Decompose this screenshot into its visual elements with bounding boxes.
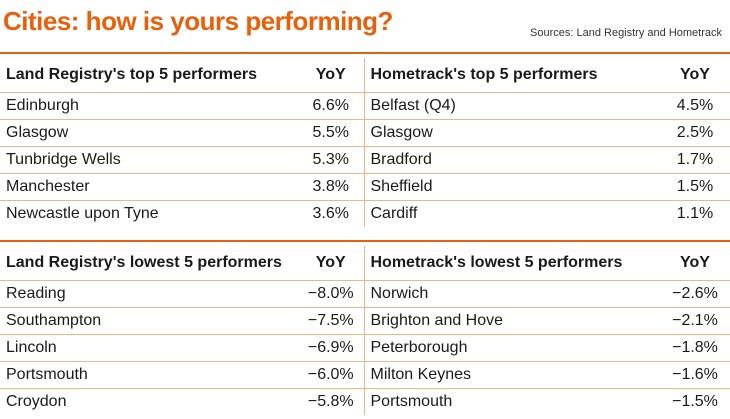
sources-note: Sources: Land Registry and Hometrack <box>530 27 722 39</box>
lr-yoy-value: 5.3% <box>298 146 365 174</box>
table-header-row: Land Registry's top 5 performers YoY Hom… <box>0 58 730 93</box>
ht-yoy-value: 1.7% <box>660 146 730 174</box>
ht-yoy-value: −2.1% <box>660 307 730 335</box>
lr-city: Tunbridge Wells <box>0 146 298 174</box>
lr-city: Manchester <box>0 173 298 201</box>
ht-yoy-value: −1.5% <box>672 393 718 410</box>
ht-yoy-value: 1.1% <box>676 205 714 222</box>
ht-top-header: Hometrack's top 5 performers <box>364 58 660 93</box>
lr-yoy-value: −5.8% <box>298 388 365 415</box>
ht-city: Norwich <box>364 280 660 308</box>
table-row: Croydon −5.8% Portsmouth −1.5% <box>0 388 730 415</box>
ht-yoy-value: 4.5% <box>660 92 730 120</box>
table-header-row: Land Registry's lowest 5 performers YoY … <box>0 246 730 281</box>
ht-yoy-value: −1.8% <box>660 334 730 362</box>
ht-city: Glasgow <box>364 119 660 147</box>
ht-top-yoy-header: YoY <box>660 58 730 93</box>
ht-yoy-value: −1.6% <box>660 361 730 389</box>
section-divider <box>0 240 730 242</box>
lr-yoy-value: −6.9% <box>298 334 365 362</box>
lr-city: Lincoln <box>0 334 298 362</box>
lr-yoy-value: 6.6% <box>298 92 365 120</box>
lr-yoy-value: −7.5% <box>298 307 365 335</box>
ht-city: Peterborough <box>364 334 660 362</box>
ht-city: Belfast (Q4) <box>364 92 660 120</box>
top-performers-table: Land Registry's top 5 performers YoY Hom… <box>0 58 730 227</box>
lr-city: Glasgow <box>0 119 298 147</box>
table-row: Reading −8.0% Norwich −2.6% <box>0 280 730 308</box>
lr-yoy-value: 3.6% <box>298 200 365 227</box>
table-row: Manchester 3.8% Sheffield 1.5% <box>0 173 730 201</box>
table-row: Southampton −7.5% Brighton and Hove −2.1… <box>0 307 730 335</box>
page-title: Cities: how is yours performing? <box>3 6 393 36</box>
ht-city: Portsmouth <box>370 393 453 410</box>
ht-yoy-value: 1.5% <box>660 173 730 201</box>
lr-city: Reading <box>0 280 298 308</box>
ht-city: Bradford <box>364 146 660 174</box>
ht-city: Sheffield <box>364 173 660 201</box>
ht-city: Cardiff <box>370 205 418 222</box>
lr-top-header: Land Registry's top 5 performers <box>0 58 298 93</box>
lr-top-yoy-header: YoY <box>298 58 365 93</box>
ht-city: Milton Keynes <box>364 361 660 389</box>
lr-lowest-yoy-header: YoY <box>298 246 365 281</box>
lr-yoy-value: −8.0% <box>298 280 365 308</box>
lr-lowest-header: Land Registry's lowest 5 performers <box>0 246 298 281</box>
ht-yoy-value: −2.6% <box>660 280 730 308</box>
lr-city: Newcastle upon Tyne <box>6 205 159 222</box>
table-row: Edinburgh 6.6% Belfast (Q4) 4.5% <box>0 92 730 120</box>
lr-city: Croydon <box>6 393 67 410</box>
table-row: Lincoln −6.9% Peterborough −1.8% <box>0 334 730 362</box>
lr-yoy-value: 5.5% <box>298 119 365 147</box>
title-divider <box>0 52 730 54</box>
ht-city: Brighton and Hove <box>364 307 660 335</box>
table-row: Tunbridge Wells 5.3% Bradford 1.7% <box>0 146 730 174</box>
lr-city: Portsmouth <box>0 361 298 389</box>
lr-yoy-value: −6.0% <box>298 361 365 389</box>
table-row: Portsmouth −6.0% Milton Keynes −1.6% <box>0 361 730 389</box>
lowest-performers-table: Land Registry's lowest 5 performers YoY … <box>0 246 730 415</box>
ht-lowest-header: Hometrack's lowest 5 performers <box>364 246 660 281</box>
ht-yoy-value: 2.5% <box>660 119 730 147</box>
lr-yoy-value: 3.8% <box>298 173 365 201</box>
ht-lowest-yoy-header: YoY <box>660 246 730 281</box>
table-row: Newcastle upon Tyne 3.6% Cardiff 1.1% <box>0 200 730 227</box>
table-row: Glasgow 5.5% Glasgow 2.5% <box>0 119 730 147</box>
lr-city: Southampton <box>0 307 298 335</box>
lr-city: Edinburgh <box>0 92 298 120</box>
